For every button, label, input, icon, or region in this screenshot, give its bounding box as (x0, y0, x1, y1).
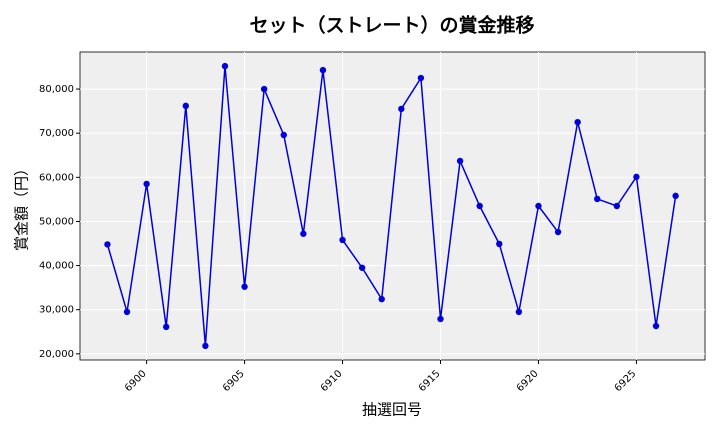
data-point (260, 85, 268, 93)
x-tick-label: 6915 (417, 368, 443, 394)
y-axis-label: 賞金額（円） (13, 161, 31, 251)
x-tick-label: 6900 (123, 368, 149, 394)
data-point (378, 295, 385, 303)
y-tick-label: 20,000 (39, 349, 74, 360)
data-point (358, 264, 366, 271)
data-point (476, 202, 483, 210)
data-point (456, 157, 464, 165)
data-point (554, 228, 562, 236)
x-tick-label: 6905 (221, 368, 247, 394)
data-point (104, 241, 111, 248)
chart-title: セット（ストレート）の賞金推移 (249, 14, 534, 37)
series-line (106, 66, 677, 346)
data-point (202, 342, 209, 350)
data-point (613, 202, 621, 210)
y-tick-label: 80,000 (39, 84, 74, 95)
y-tick-label: 60,000 (39, 172, 74, 183)
y-tick-label: 70,000 (39, 128, 74, 139)
data-point (319, 66, 327, 74)
data-point (652, 322, 660, 330)
data-point (163, 323, 170, 331)
data-point (143, 180, 150, 188)
data-point (123, 308, 131, 316)
data-point (437, 315, 444, 323)
y-tick-label: 40,000 (39, 261, 74, 272)
data-point (672, 192, 679, 200)
data-point (535, 202, 542, 210)
data-point (300, 230, 307, 237)
data-point (594, 195, 601, 203)
x-tick-label: 6910 (319, 368, 345, 394)
x-axis-label: 抽選回号 (362, 401, 422, 419)
data-point (417, 74, 425, 82)
data-point (221, 62, 229, 70)
x-tick-label: 6925 (613, 368, 639, 394)
y-tick-label: 30,000 (39, 305, 74, 316)
y-tick-label: 50,000 (39, 216, 74, 227)
data-point (339, 236, 346, 244)
data-point (574, 118, 581, 126)
data-point (515, 308, 523, 316)
data-point (280, 131, 287, 139)
data-point (398, 105, 405, 113)
x-tick-label: 6920 (515, 368, 541, 394)
plot-area (79, 51, 706, 361)
data-point (182, 102, 189, 110)
data-point (241, 283, 248, 290)
data-point (496, 240, 503, 248)
data-point (633, 173, 640, 181)
